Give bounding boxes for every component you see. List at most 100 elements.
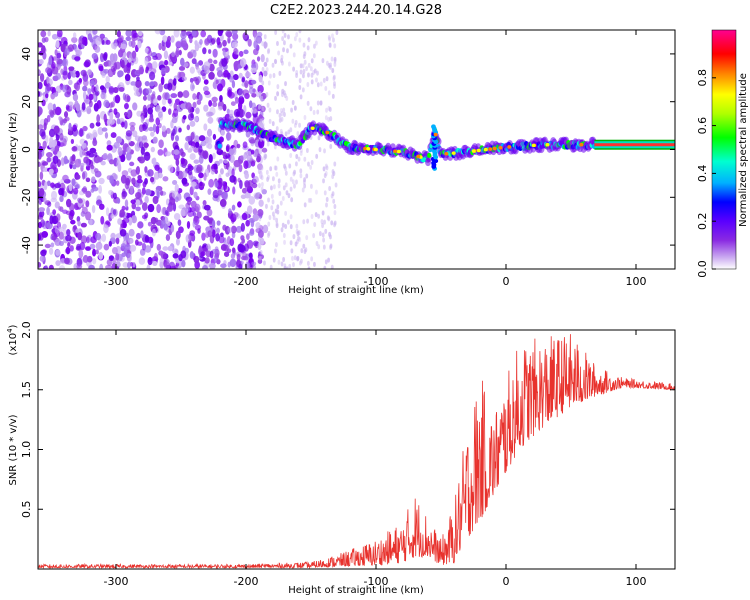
noise-blob-faint — [309, 164, 313, 170]
noise-blob — [155, 117, 161, 126]
noise-blob — [223, 69, 229, 78]
noise-blob-faint — [281, 222, 285, 228]
noise-blob-faint — [261, 66, 265, 72]
snr-series — [38, 334, 675, 569]
noise-blob — [48, 56, 53, 66]
noise-blob — [151, 228, 156, 237]
noise-blob — [77, 232, 83, 241]
noise-blob-faint — [265, 57, 269, 63]
noise-blob — [237, 201, 242, 208]
noise-blob — [98, 251, 104, 260]
noise-blob — [229, 109, 234, 117]
noise-blob — [92, 248, 97, 257]
noise-blob — [226, 131, 230, 141]
noise-blob-faint — [319, 81, 323, 87]
noise-blob — [90, 164, 95, 170]
noise-blob-faint — [283, 40, 286, 46]
noise-blob — [109, 111, 114, 121]
noise-blob — [164, 209, 169, 216]
noise-blob — [63, 111, 69, 118]
colorbar-gradient — [712, 30, 736, 269]
noise-blob — [125, 151, 132, 161]
noise-blob-faint — [292, 234, 296, 240]
noise-blob — [45, 93, 49, 99]
noise-blob — [51, 33, 58, 40]
noise-blob — [103, 224, 109, 234]
noise-blob — [147, 257, 153, 266]
noise-blob — [60, 36, 68, 44]
noise-blob — [262, 224, 269, 234]
noise-blob — [92, 129, 98, 139]
noise-blob — [223, 251, 230, 257]
noise-blob — [68, 122, 72, 130]
snr-x-ticks: -300 -200 -100 0 100 — [104, 330, 647, 588]
noise-blob — [195, 141, 200, 148]
noise-blob — [38, 180, 42, 187]
noise-blob-faint — [281, 195, 285, 201]
noise-blob — [239, 179, 243, 189]
noise-blob-faint — [261, 182, 264, 188]
noise-blob — [78, 78, 83, 83]
noise-blob-faint — [260, 175, 264, 181]
noise-blob — [64, 48, 70, 56]
noise-blob — [249, 139, 256, 144]
noise-blob — [226, 248, 232, 254]
colorbar-tick-label: 0.0 — [696, 260, 709, 278]
noise-blob-faint — [310, 183, 313, 189]
noise-blob — [62, 223, 67, 230]
noise-blob-faint — [268, 107, 272, 113]
noise-blob — [52, 103, 57, 111]
noise-blob — [45, 67, 51, 74]
noise-blob — [101, 127, 108, 132]
spectrogram-y-label: Frequency (Hz) — [8, 112, 19, 188]
noise-blob — [87, 88, 92, 94]
noise-blob-faint — [258, 216, 262, 222]
noise-blob — [51, 139, 58, 147]
noise-blob-faint — [323, 219, 326, 225]
noise-blob — [52, 209, 57, 215]
noise-blob — [240, 222, 245, 232]
noise-blob — [147, 49, 153, 57]
noise-blob — [260, 105, 266, 113]
noise-blob — [91, 39, 97, 48]
noise-blob-faint — [286, 48, 289, 54]
noise-blob — [92, 258, 97, 265]
noise-blob-faint — [322, 244, 326, 250]
noise-blob-faint — [325, 197, 329, 203]
noise-blob — [236, 253, 241, 261]
noise-blob-faint — [317, 244, 321, 250]
noise-blob — [39, 171, 44, 180]
noise-blob-faint — [333, 58, 337, 64]
noise-blob — [171, 117, 178, 124]
noise-blob — [135, 206, 141, 212]
noise-blob-faint — [265, 203, 268, 209]
noise-blob — [58, 187, 64, 196]
noise-blob — [40, 30, 47, 38]
noise-blob — [158, 83, 163, 93]
noise-blob — [40, 45, 46, 54]
y-tick-label: 40 — [20, 47, 33, 61]
noise-blob — [260, 53, 265, 63]
noise-blob — [100, 92, 106, 100]
noise-blob — [147, 107, 153, 115]
noise-blob — [152, 195, 159, 205]
noise-blob-faint — [281, 36, 285, 42]
noise-blob-faint — [266, 102, 270, 108]
noise-blob-faint — [293, 36, 297, 42]
noise-blob-faint — [272, 211, 275, 217]
noise-blob — [256, 56, 261, 62]
noise-blob-faint — [279, 108, 283, 114]
noise-blob-faint — [265, 42, 268, 48]
noise-blob-faint — [328, 42, 332, 48]
noise-blob — [156, 204, 162, 214]
noise-blob — [185, 234, 191, 243]
noise-blob — [256, 156, 261, 163]
noise-blob — [203, 90, 211, 96]
noise-blob — [38, 59, 44, 65]
constant-band-core — [594, 143, 675, 147]
track-peak — [325, 130, 330, 135]
noise-blob — [223, 190, 229, 200]
noise-blob-faint — [307, 197, 311, 203]
noise-blob — [79, 127, 84, 137]
noise-blob — [230, 101, 236, 106]
